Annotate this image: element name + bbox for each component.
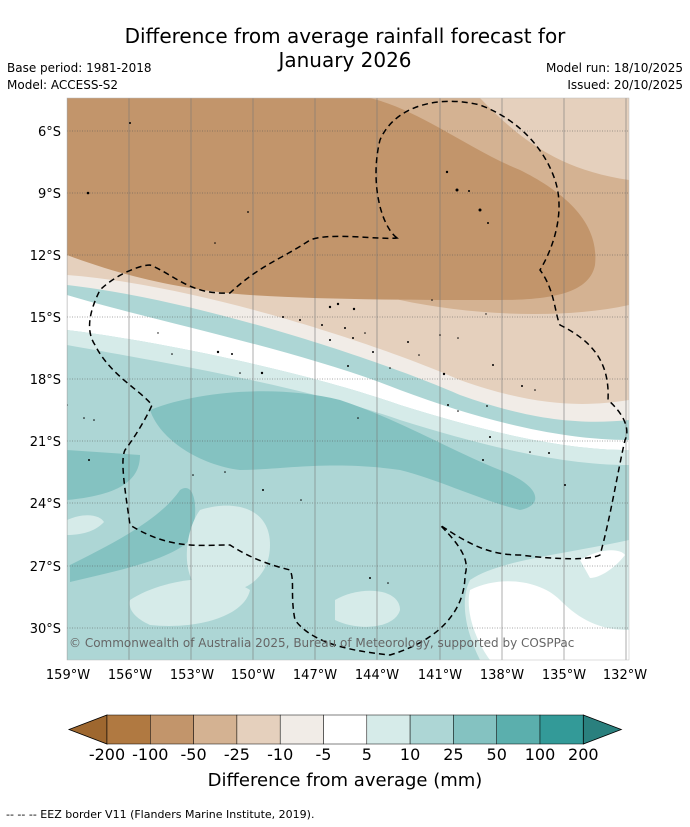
colorbar-segment <box>366 714 411 745</box>
lon-label: 135°W <box>542 668 586 683</box>
colorbar-tick-label: -100 <box>132 745 169 764</box>
base-period: Base period: 1981-2018 <box>7 61 152 75</box>
colorbar-segment <box>323 714 368 745</box>
copyright-text: © Commonwealth of Australia 2025, Bureau… <box>69 636 574 650</box>
lon-label: 147°W <box>293 668 337 683</box>
lon-label: 138°W <box>480 668 524 683</box>
lon-label: 159°W <box>46 668 90 683</box>
colorbar-segment <box>539 714 584 745</box>
colorbar-tick-label: -200 <box>88 745 126 764</box>
meta-left: Base period: 1981-2018 Model: ACCESS-S2 <box>7 60 152 94</box>
model-run: Model run: 18/10/2025 <box>545 61 683 75</box>
map-title: Difference from average rainfall forecas… <box>0 24 690 72</box>
model-name: Model: ACCESS-S2 <box>7 78 119 92</box>
eez-border <box>88 100 628 656</box>
colorbar-segment <box>236 714 281 745</box>
lat-label: 21°S <box>30 435 61 450</box>
rainfall-anomaly-field: © Commonwealth of Australia 2025, Bureau… <box>67 98 629 660</box>
lat-label: 6°S <box>38 125 61 140</box>
lat-label: 9°S <box>38 187 61 202</box>
lat-label: 15°S <box>30 311 61 326</box>
lat-label: 18°S <box>30 373 61 388</box>
island-dots <box>67 122 566 584</box>
colorbar-tick-label: 25 <box>443 745 464 764</box>
lon-label: 132°W <box>603 668 647 683</box>
colorbar-tick-label: -25 <box>223 745 250 764</box>
lat-label: 30°S <box>30 622 61 637</box>
lon-label: 156°W <box>108 668 152 683</box>
lat-label: 24°S <box>30 497 61 512</box>
longitude-axis: 159°W 156°W 153°W 150°W 147°W 144°W 141°… <box>46 668 647 683</box>
title-line-2: January 2026 <box>278 48 412 72</box>
colorbar-low-arrow <box>67 714 108 745</box>
lat-label: 27°S <box>30 560 61 575</box>
issued-date: Issued: 20/10/2025 <box>567 78 683 92</box>
lon-label: 150°W <box>231 668 275 683</box>
colorbar-tick-label: -5 <box>315 745 332 764</box>
colorbar-segment <box>150 714 194 745</box>
colorbar-segment <box>496 714 541 745</box>
colorbar-high-arrow <box>582 714 623 745</box>
colorbar-tick-label: 10 <box>399 745 421 764</box>
lat-label: 12°S <box>30 249 61 264</box>
latitude-axis: 6°S 9°S 12°S 15°S 18°S 21°S 24°S 27°S 30… <box>30 125 61 637</box>
colorbar-title: Difference from average (mm) <box>207 770 483 791</box>
colorbar-tick-label: 100 <box>524 745 556 764</box>
footer-legend: -- -- -- EEZ border V11 (Flanders Marine… <box>6 808 315 821</box>
colorbar <box>67 714 623 745</box>
colorbar-segment <box>106 714 151 745</box>
lon-label: 144°W <box>355 668 399 683</box>
colorbar-tick-label: 5 <box>361 745 372 764</box>
colorbar-tick-label: 50 <box>486 745 507 764</box>
colorbar-segment <box>193 714 238 745</box>
meta-right: Model run: 18/10/2025 Issued: 20/10/2025 <box>546 60 683 94</box>
lon-label: 153°W <box>170 668 214 683</box>
lon-label: 141°W <box>418 668 462 683</box>
colorbar-tick-label: -10 <box>267 745 294 764</box>
colorbar-segment <box>409 714 454 745</box>
colorbar-segment <box>453 714 497 745</box>
colorbar-segment <box>279 714 324 745</box>
title-line-1: Difference from average rainfall forecas… <box>124 24 566 48</box>
colorbar-tick-label: -50 <box>180 745 207 764</box>
colorbar-tick-label: 200 <box>568 745 599 764</box>
